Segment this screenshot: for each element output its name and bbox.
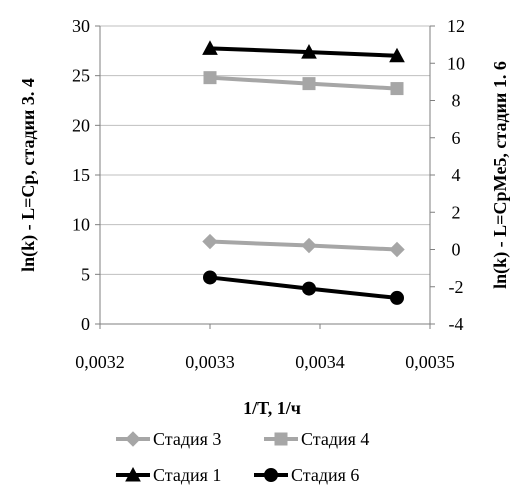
legend: Стадия 3 Стадия 4 Стадия 1 Стадия 6 [116,429,369,485]
legend-marker [264,468,278,482]
data-point [203,71,217,85]
series-group [202,40,405,305]
series-4 [203,270,404,305]
y-left-tick-label: 30 [72,16,90,36]
axes [95,25,435,329]
legend-label: Стадия 1 [153,465,221,485]
grid [100,25,430,275]
data-point [302,281,316,296]
y-left-tick-label: 5 [81,264,90,284]
x-tick-label: 0,0035 [405,352,455,372]
y-right-tick-label: 2 [452,202,461,222]
y-left-tick-label: 25 [72,66,90,86]
legend-marker [125,466,141,482]
x-tick-label: 0,0032 [75,352,125,372]
data-point [390,290,404,305]
y-right-tick-label: 8 [452,91,461,111]
y-right-tick-label: -2 [449,277,464,297]
data-point [301,44,317,59]
y-right-tick-label: 6 [452,128,461,148]
y-left-tick-label: 15 [72,165,90,185]
x-tick-label: 0,0033 [185,352,235,372]
series-2 [203,71,404,96]
x-tick-label: 0,0034 [295,352,345,372]
y-left-tick-label: 20 [72,115,90,135]
legend-item: Стадия 3 [116,429,221,449]
data-point [203,270,217,285]
y-axis-left-title: ln(k) - L=Cp, стадии 3. 4 [18,78,39,272]
legend-label: Стадия 4 [301,429,369,449]
data-point [389,241,405,258]
data-point [301,237,317,254]
data-point [202,233,218,250]
y-left-tick-label: 10 [72,215,90,235]
legend-item: Стадия 1 [116,465,221,485]
data-point [389,47,405,63]
data-point [202,40,218,55]
legend-item: Стадия 4 [264,429,369,449]
tick-labels: 0 5 10 15 20 25 30 -4 -2 0 2 4 6 8 10 12 0,0032 0,0033 0,0… [72,16,465,372]
legend-marker [125,431,141,447]
legend-label: Стадия 3 [153,429,221,449]
legend-item: Стадия 6 [254,465,359,485]
data-point [390,82,404,96]
legend-marker [274,432,288,446]
series-3 [202,40,405,63]
y-right-tick-label: 0 [452,240,461,260]
legend-label: Стадия 6 [291,465,359,485]
y-right-tick-label: 4 [452,165,461,185]
x-axis-title: 1/T, 1/ч [243,398,301,418]
data-point [302,77,316,91]
y-right-tick-label: -4 [449,314,464,334]
series-1 [202,233,405,258]
y-right-tick-label: 12 [447,16,465,36]
y-right-tick-label: 10 [447,53,465,73]
y-left-tick-label: 0 [81,314,90,334]
y-axis-right-title: ln(k) - L=CpMe5, стадии 1. 6 [490,61,511,289]
